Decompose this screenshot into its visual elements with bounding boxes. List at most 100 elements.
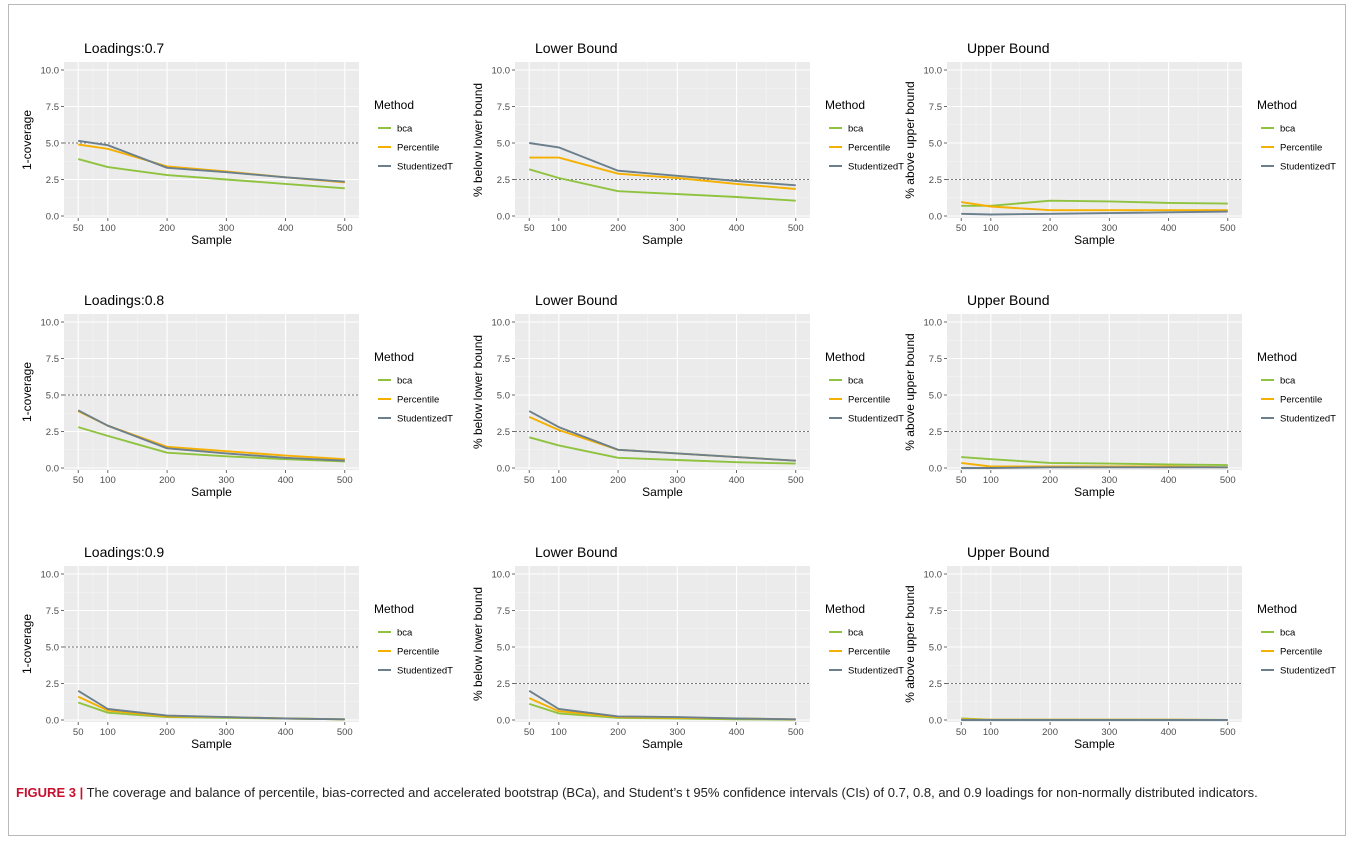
series-line-studentizedt: [529, 142, 796, 187]
x-tick-label: 100: [100, 223, 116, 234]
x-tick-label: 300: [669, 475, 685, 486]
x-axis-title: Sample: [642, 737, 683, 751]
legend-label: StudentizedT: [1280, 162, 1336, 173]
y-axis-title: 1-coverage: [20, 110, 34, 170]
x-tick-label: 300: [218, 223, 234, 234]
legend-title: Method: [1257, 98, 1297, 112]
y-axis-title: 1-coverage: [20, 362, 34, 422]
x-tick-label: 100: [983, 727, 999, 738]
x-tick-label: 300: [669, 223, 685, 234]
legend-title: Method: [825, 98, 865, 112]
y-tick-label: 2.5: [497, 427, 510, 438]
x-tick-label: 400: [729, 223, 745, 234]
y-tick-label: 10.0: [924, 66, 943, 77]
y-tick-label: 5.0: [929, 391, 942, 402]
series-line-studentizedt: [78, 139, 345, 183]
x-tick-label: 100: [983, 475, 999, 486]
y-tick-label: 10.0: [492, 318, 511, 329]
x-tick-label: 500: [788, 475, 804, 486]
panel-title: Loadings:0.7: [84, 40, 164, 56]
x-tick-label: 200: [610, 727, 626, 738]
y-tick-label: 0.0: [497, 212, 510, 223]
x-tick-label: 400: [278, 223, 294, 234]
x-tick-label: 500: [337, 727, 353, 738]
y-tick-label: 7.5: [46, 102, 59, 113]
x-tick-label: 200: [159, 223, 175, 234]
y-tick-label: 7.5: [46, 354, 59, 365]
y-tick-label: 0.0: [46, 464, 59, 475]
x-axis-title: Sample: [642, 485, 683, 499]
y-tick-label: 5.0: [929, 139, 942, 150]
y-tick-label: 2.5: [929, 175, 942, 186]
legend-label: bca: [397, 376, 413, 387]
x-axis-title: Sample: [1074, 233, 1115, 247]
y-tick-label: 0.0: [929, 464, 942, 475]
legend-label: StudentizedT: [1280, 414, 1336, 425]
y-tick-label: 10.0: [41, 570, 60, 581]
y-tick-label: 5.0: [497, 643, 510, 654]
y-tick-label: 5.0: [497, 139, 510, 150]
x-tick-label: 50: [956, 727, 967, 738]
x-tick-label: 200: [610, 223, 626, 234]
x-tick-label: 500: [1220, 475, 1236, 486]
legend-label: bca: [848, 124, 864, 135]
legend-label: bca: [397, 124, 413, 135]
y-axis-title: % above upper bound: [903, 585, 917, 702]
x-tick-label: 200: [1042, 727, 1058, 738]
legend-label: StudentizedT: [848, 666, 904, 677]
x-tick-label: 50: [73, 727, 84, 738]
legend-label: Percentile: [397, 395, 439, 406]
x-tick-label: 400: [278, 727, 294, 738]
figure-caption: FIGURE 3 | The coverage and balance of p…: [16, 783, 1336, 802]
legend-label: Percentile: [848, 143, 890, 154]
x-tick-label: 300: [1101, 475, 1117, 486]
series-line-bca: [528, 168, 796, 202]
x-tick-label: 500: [788, 223, 804, 234]
x-tick-label: 100: [100, 475, 116, 486]
y-tick-label: 5.0: [46, 391, 59, 402]
legend-label: bca: [848, 376, 864, 387]
legend-label: bca: [397, 628, 413, 639]
panel-title: Upper Bound: [967, 292, 1050, 308]
x-tick-label: 100: [551, 223, 567, 234]
series-line-studentizedt: [77, 409, 345, 462]
series-line-studentizedt: [528, 689, 796, 721]
x-tick-label: 200: [1042, 223, 1058, 234]
series-line-studentizedt: [961, 466, 1228, 469]
x-tick-label: 300: [1101, 223, 1117, 234]
legend-label: bca: [1280, 124, 1296, 135]
x-tick-label: 100: [100, 727, 116, 738]
x-axis-title: Sample: [1074, 737, 1115, 751]
y-tick-label: 5.0: [46, 139, 59, 150]
legend-label: Percentile: [397, 647, 439, 658]
x-tick-label: 300: [218, 727, 234, 738]
x-tick-label: 400: [1161, 475, 1177, 486]
series-line-bca: [528, 436, 796, 465]
legend-label: bca: [848, 628, 864, 639]
series-line-percentile: [961, 201, 1228, 212]
x-tick-label: 100: [551, 727, 567, 738]
x-tick-label: 50: [524, 223, 535, 234]
legend-label: Percentile: [848, 395, 890, 406]
y-tick-label: 7.5: [497, 354, 510, 365]
x-tick-label: 400: [729, 475, 745, 486]
x-tick-label: 500: [337, 223, 353, 234]
legend-label: StudentizedT: [848, 414, 904, 425]
y-tick-label: 7.5: [929, 606, 942, 617]
legend-title: Method: [825, 602, 865, 616]
panel-title: Lower Bound: [535, 292, 618, 308]
y-tick-label: 5.0: [497, 391, 510, 402]
y-tick-label: 10.0: [492, 66, 511, 77]
y-axis-title: 1-coverage: [20, 614, 34, 674]
legend-label: StudentizedT: [397, 414, 453, 425]
series-line-bca: [961, 456, 1228, 467]
legend-label: StudentizedT: [848, 162, 904, 173]
y-tick-label: 5.0: [46, 643, 59, 654]
y-axis-title: % above upper bound: [903, 81, 917, 198]
y-tick-label: 7.5: [497, 606, 510, 617]
legend-label: StudentizedT: [397, 162, 453, 173]
x-axis-title: Sample: [1074, 485, 1115, 499]
x-tick-label: 50: [524, 727, 535, 738]
x-tick-label: 100: [983, 223, 999, 234]
y-tick-label: 7.5: [497, 102, 510, 113]
